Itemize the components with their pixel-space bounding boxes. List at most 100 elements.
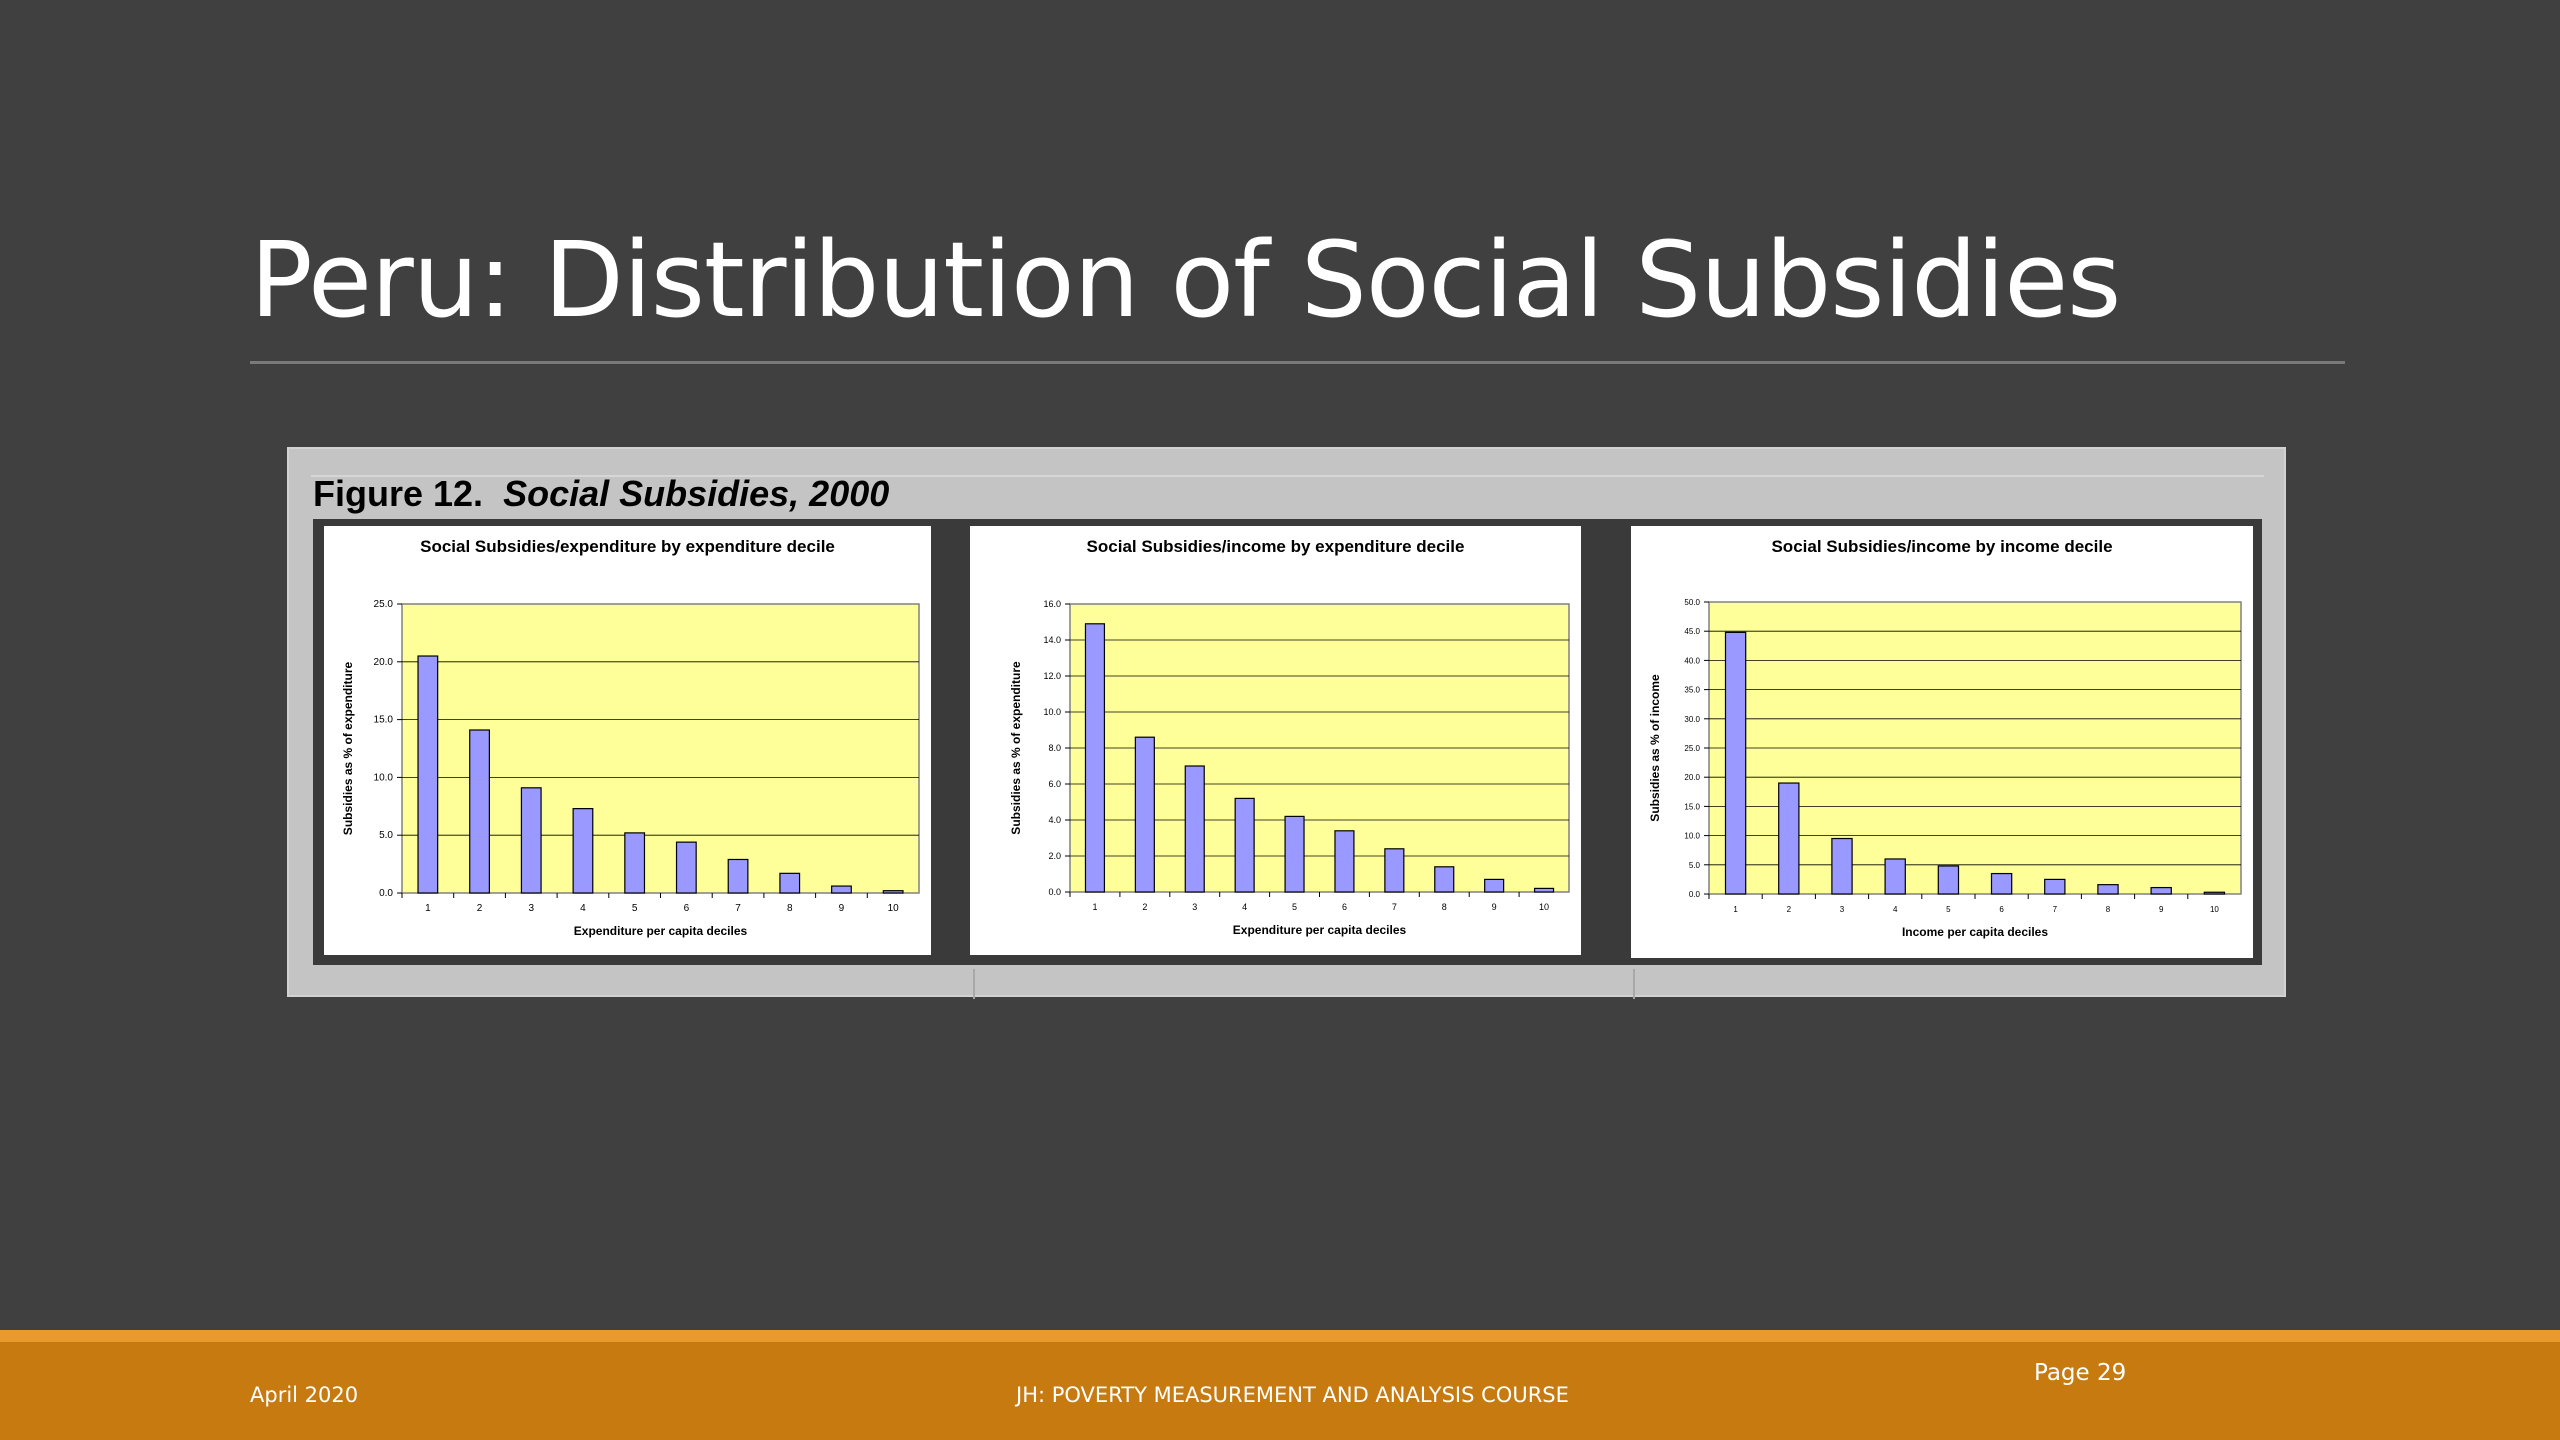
y-tick-label: 0.0	[379, 888, 393, 899]
y-tick-label: 6.0	[1048, 779, 1061, 789]
x-tick-label: 1	[1733, 905, 1738, 914]
y-tick-label: 16.0	[1043, 599, 1061, 609]
chart-panel-income-by-income: Social Subsidies/income by income decile…	[1631, 526, 2253, 958]
bar-decile-10	[882, 890, 904, 894]
x-tick-label: 10	[2210, 905, 2219, 914]
bar-decile-1	[1084, 623, 1106, 893]
bar-decile-7	[727, 858, 749, 894]
panel-separator	[973, 969, 975, 999]
x-tick-label: 1	[1092, 902, 1097, 912]
title-divider	[250, 361, 2345, 364]
footer-bar	[0, 1342, 2560, 1440]
bar-decile-10	[1533, 887, 1555, 893]
x-tick-label: 8	[2106, 905, 2111, 914]
x-tick-label: 7	[735, 903, 741, 914]
bar-decile-8	[779, 872, 801, 894]
y-tick-label: 0.0	[1048, 887, 1061, 897]
bar-decile-6	[675, 841, 697, 894]
x-tick-label: 5	[1292, 902, 1297, 912]
chart-panel-income-by-expenditure: Social Subsidies/income by expenditure d…	[970, 526, 1581, 955]
figure-frame: Figure 12. Social Subsidies, 2000 Social…	[287, 447, 2286, 999]
bar-decile-4	[572, 808, 594, 894]
x-tick-label: 4	[580, 903, 586, 914]
chart-title: Social Subsidies/income by income decile	[1771, 537, 2112, 556]
x-tick-label: 6	[684, 903, 690, 914]
y-tick-label: 30.0	[1684, 715, 1700, 724]
y-tick-label: 15.0	[374, 715, 394, 726]
y-tick-label: 15.0	[1684, 802, 1700, 811]
x-tick-label: 8	[1442, 902, 1447, 912]
y-tick-label: 35.0	[1684, 686, 1700, 695]
bar-decile-6	[1334, 830, 1355, 893]
x-tick-label: 2	[477, 903, 483, 914]
chart-title: Social Subsidies/income by expenditure d…	[1087, 537, 1465, 556]
chart-expenditure-by-expenditure: Social Subsidies/expenditure by expendit…	[341, 537, 920, 938]
x-tick-label: 7	[2053, 905, 2058, 914]
y-tick-label: 20.0	[1684, 773, 1700, 782]
bar-decile-4	[1884, 858, 1906, 895]
y-tick-label: 8.0	[1048, 743, 1061, 753]
y-tick-label: 10.0	[1043, 707, 1061, 717]
chart-title: Social Subsidies/expenditure by expendit…	[420, 537, 835, 556]
slide-title: Peru: Distribution of Social Subsidies	[250, 219, 2121, 341]
x-tick-label: 5	[1946, 905, 1951, 914]
y-tick-label: 10.0	[1684, 832, 1700, 841]
x-tick-label: 4	[1242, 902, 1247, 912]
footer-date: April 2020	[250, 1383, 359, 1407]
y-axis-label: Subsidies as % of expenditure	[341, 661, 355, 835]
x-axis-label: Expenditure per capita deciles	[574, 924, 748, 938]
x-axis-label: Income per capita deciles	[1902, 925, 2048, 939]
bar-decile-2	[1134, 736, 1155, 893]
figure-caption: Figure 12. Social Subsidies, 2000	[313, 474, 889, 514]
bar-decile-3	[1184, 765, 1205, 893]
x-tick-label: 10	[888, 903, 900, 914]
y-tick-label: 5.0	[1689, 861, 1701, 870]
x-tick-label: 10	[1539, 902, 1549, 912]
x-tick-label: 6	[1342, 902, 1347, 912]
x-tick-label: 9	[839, 903, 845, 914]
x-tick-label: 9	[2159, 905, 2164, 914]
bar-decile-6	[1990, 872, 2013, 895]
x-tick-label: 7	[1392, 902, 1397, 912]
bar-decile-1	[417, 655, 439, 894]
x-tick-label: 3	[1192, 902, 1197, 912]
y-tick-label: 40.0	[1684, 656, 1700, 665]
y-tick-label: 10.0	[374, 772, 394, 783]
bar-decile-4	[1234, 797, 1255, 893]
y-tick-label: 4.0	[1048, 815, 1061, 825]
bar-decile-5	[624, 832, 646, 894]
bar-decile-3	[520, 787, 542, 894]
footer-accent-stripe	[0, 1330, 2560, 1342]
x-tick-label: 5	[632, 903, 638, 914]
bar-decile-9	[2150, 886, 2172, 895]
x-tick-label: 2	[1787, 905, 1792, 914]
chart-panel-expenditure-by-expenditure: Social Subsidies/expenditure by expendit…	[324, 526, 931, 955]
x-tick-label: 2	[1142, 902, 1147, 912]
x-tick-label: 3	[528, 903, 534, 914]
bar-decile-1	[1724, 631, 1747, 895]
bar-decile-2	[1778, 782, 1800, 895]
bar-decile-8	[2097, 884, 2119, 895]
y-tick-label: 20.0	[374, 657, 394, 668]
bar-decile-9	[831, 885, 852, 894]
x-tick-label: 8	[787, 903, 793, 914]
y-tick-label: 50.0	[1684, 598, 1700, 607]
x-axis-label: Expenditure per capita deciles	[1233, 923, 1407, 937]
chart-income-by-income: Social Subsidies/income by income decile…	[1648, 537, 2242, 939]
bar-decile-5	[1284, 815, 1305, 893]
bar-decile-5	[1937, 865, 1960, 895]
y-tick-label: 45.0	[1684, 627, 1700, 636]
y-axis-label: Subsidies as % of income	[1648, 674, 1662, 822]
bar-decile-10	[2203, 891, 2226, 895]
x-tick-label: 6	[1999, 905, 2004, 914]
bar-decile-9	[1484, 878, 1505, 893]
x-tick-label: 4	[1893, 905, 1898, 914]
y-tick-label: 12.0	[1043, 671, 1061, 681]
y-tick-label: 5.0	[379, 830, 393, 841]
figure-title: Social Subsidies, 2000	[503, 473, 890, 514]
figure-number: Figure 12.	[313, 473, 484, 514]
panel-separator	[1633, 969, 1635, 999]
bar-decile-3	[1831, 837, 1853, 895]
x-tick-label: 9	[1492, 902, 1497, 912]
y-axis-label: Subsidies as % of expenditure	[1009, 661, 1023, 835]
